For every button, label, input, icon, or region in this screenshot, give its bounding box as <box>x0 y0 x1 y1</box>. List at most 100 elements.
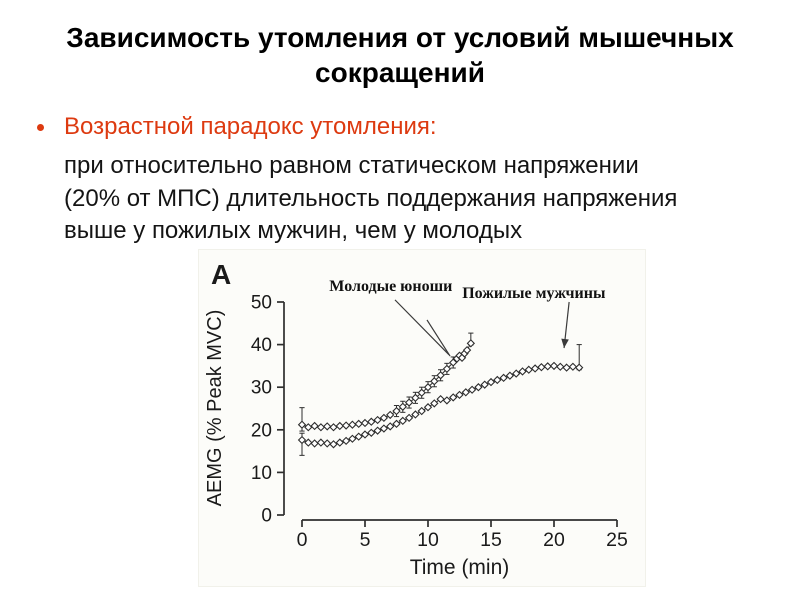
diamond-marker <box>316 438 326 447</box>
diamond-marker <box>562 363 571 372</box>
diamond-marker <box>341 436 351 446</box>
x-tick-label: 25 <box>606 529 628 551</box>
diamond-marker <box>354 432 363 441</box>
diamond-marker <box>398 402 407 411</box>
diamond-marker <box>430 399 439 408</box>
diamond-marker <box>348 434 357 443</box>
diamond-marker <box>348 420 357 429</box>
annotation-label-1: Пожилые мужчины <box>462 285 606 302</box>
bullet-body: при относительно равном статическом напр… <box>64 150 677 248</box>
x-tick-label: 10 <box>417 529 439 551</box>
diamond-marker <box>436 371 445 380</box>
diamond-marker <box>297 420 307 429</box>
diamond-marker <box>530 364 540 373</box>
x-tick-label: 0 <box>297 529 308 551</box>
diamond-marker <box>373 426 382 435</box>
diamond-marker <box>449 393 458 402</box>
diamond-marker <box>329 440 338 449</box>
annotation-arrow-line <box>394 299 450 356</box>
diamond-marker <box>360 418 370 428</box>
diamond-marker <box>404 398 414 407</box>
diamond-marker <box>537 363 546 372</box>
diamond-marker <box>466 339 476 348</box>
y-tick-label: 10 <box>251 463 272 484</box>
diamond-marker <box>323 422 332 431</box>
diamond-marker <box>411 410 420 419</box>
diamond-marker <box>417 406 426 416</box>
y-tick-label: 40 <box>251 335 272 356</box>
diamond-marker <box>449 358 458 367</box>
diamond-marker <box>480 380 489 389</box>
diamond-marker <box>304 423 313 432</box>
diamond-marker <box>310 439 319 448</box>
x-tick-label: 5 <box>360 529 371 551</box>
arrowhead <box>561 338 569 349</box>
diamond-marker <box>543 362 552 371</box>
diamond-marker <box>341 421 351 430</box>
body-line-2: (20% от МПС) длительность поддержания на… <box>64 184 678 212</box>
body-line-3: выше у пожилых мужчин, чем у молодых <box>64 217 523 244</box>
diamond-marker <box>335 438 344 447</box>
y-tick-label: 30 <box>251 378 272 399</box>
diamond-marker <box>493 375 502 385</box>
diamond-marker <box>442 364 452 374</box>
bullet-heading: Возрастной парадокс утомления: <box>64 113 437 140</box>
diamond-marker <box>404 413 414 423</box>
panel-label-A: A <box>211 259 231 290</box>
diamond-marker <box>354 419 363 429</box>
x-axis-title: Time (min) <box>410 556 510 579</box>
diamond-marker <box>430 377 439 386</box>
y-tick-label: 50 <box>251 293 272 314</box>
diamond-marker <box>455 390 464 400</box>
diamond-marker <box>386 410 395 420</box>
diamond-marker <box>392 419 401 429</box>
y-tick-label: 20 <box>251 420 272 441</box>
diamond-marker <box>467 385 477 394</box>
bullet-dot <box>37 124 44 131</box>
x-tick-label: 15 <box>480 529 502 551</box>
diamond-marker <box>379 413 389 423</box>
diamond-marker <box>367 428 376 437</box>
annotation-arrow-line <box>426 319 451 357</box>
diamond-marker <box>423 383 433 392</box>
diamond-marker <box>386 422 395 431</box>
diamond-marker <box>462 345 472 355</box>
diamond-marker <box>335 421 344 431</box>
diamond-marker <box>373 415 382 425</box>
diamond-marker <box>398 416 407 426</box>
diamond-marker <box>329 423 338 432</box>
diamond-marker <box>316 423 326 432</box>
slide-title: Зависимость утомления от условий мышечны… <box>66 22 734 88</box>
annotation-label-0: Молодые юноши <box>329 278 452 295</box>
diamond-marker <box>360 430 370 439</box>
diamond-marker <box>310 421 319 431</box>
diamond-marker <box>549 361 559 371</box>
diamond-marker <box>524 365 533 374</box>
diamond-marker <box>556 362 565 371</box>
diamond-marker <box>499 373 508 383</box>
diamond-marker <box>297 435 307 445</box>
diamond-marker <box>379 424 389 433</box>
fatigue-figure: A 0 10 20 30 40 50 AEMG (% Peak MVC) 0 5 10 15 20 25 T… <box>198 249 646 587</box>
diamond-marker <box>417 388 426 397</box>
y-tick-label: 0 <box>261 506 272 527</box>
y-axis-title: AEMG (% Peak MVC) <box>204 310 226 507</box>
diamond-marker <box>512 369 521 378</box>
fatigue-chart: A 0 10 20 30 40 50 AEMG (% Peak MVC) 0 5 10 15 20 25 T… <box>204 259 628 579</box>
diamond-marker <box>474 383 483 392</box>
diamond-marker <box>367 417 376 426</box>
diamond-marker <box>461 388 470 397</box>
diamond-marker <box>423 403 433 412</box>
diamond-marker <box>392 406 401 416</box>
diamond-marker <box>436 394 445 404</box>
diamond-marker <box>411 393 420 403</box>
diamond-marker <box>575 363 584 372</box>
diamond-marker <box>323 439 332 448</box>
diamond-marker <box>518 367 527 376</box>
x-tick-label: 20 <box>543 529 565 551</box>
diamond-marker <box>304 438 313 447</box>
body-line-1: при относительно равном статическом напр… <box>64 152 639 179</box>
diamond-marker <box>486 377 496 387</box>
diamond-marker <box>442 396 452 405</box>
